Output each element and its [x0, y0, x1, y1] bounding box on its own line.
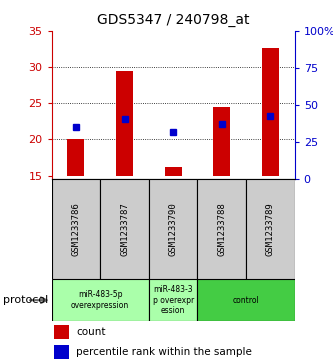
- Text: GSM1233790: GSM1233790: [168, 202, 178, 256]
- Bar: [165, 167, 182, 176]
- Text: percentile rank within the sample: percentile rank within the sample: [76, 347, 252, 358]
- Bar: [149, 179, 197, 279]
- Bar: [54, 325, 69, 339]
- Bar: [116, 71, 133, 176]
- Bar: [246, 179, 295, 279]
- Bar: [100, 179, 149, 279]
- Text: control: control: [233, 296, 259, 305]
- Text: protocol: protocol: [3, 295, 49, 305]
- Text: miR-483-5p
overexpression: miR-483-5p overexpression: [71, 290, 129, 310]
- Text: GSM1233789: GSM1233789: [266, 202, 275, 256]
- Title: GDS5347 / 240798_at: GDS5347 / 240798_at: [97, 13, 249, 27]
- Bar: [54, 345, 69, 359]
- Bar: [67, 139, 85, 176]
- Bar: [149, 279, 197, 321]
- Text: count: count: [76, 327, 106, 337]
- Bar: [262, 48, 279, 176]
- Text: GSM1233786: GSM1233786: [71, 202, 81, 256]
- Text: GSM1233788: GSM1233788: [217, 202, 226, 256]
- Text: miR-483-3
p overexpr
ession: miR-483-3 p overexpr ession: [153, 285, 194, 315]
- Bar: [52, 179, 100, 279]
- Bar: [197, 179, 246, 279]
- Bar: [197, 279, 295, 321]
- Bar: [213, 107, 230, 176]
- Bar: [52, 279, 149, 321]
- Text: GSM1233787: GSM1233787: [120, 202, 129, 256]
